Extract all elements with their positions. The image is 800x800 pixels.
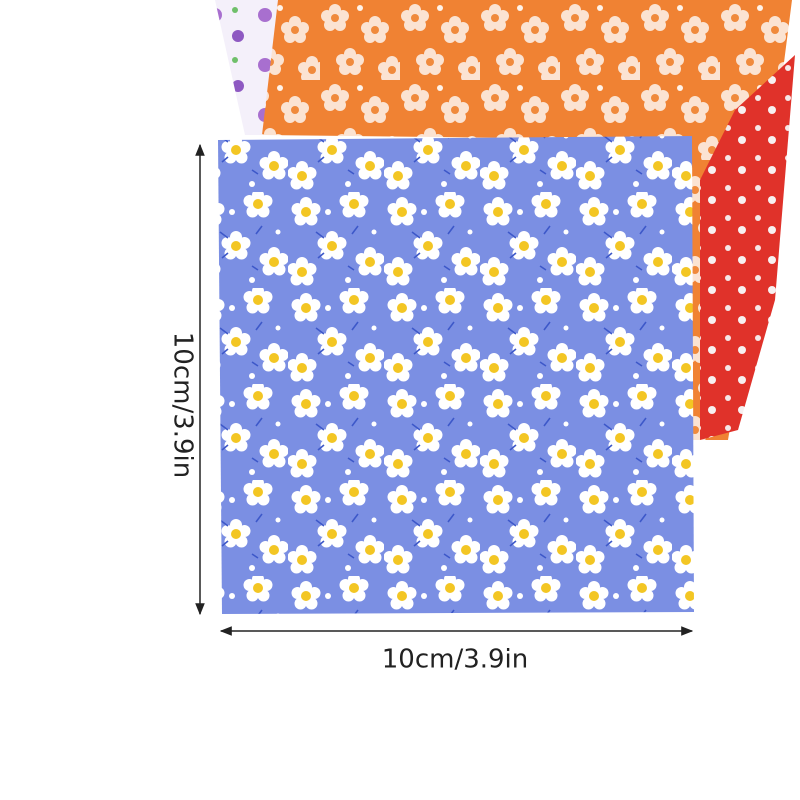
- red-fabric: [700, 55, 795, 440]
- blue-fabric: [218, 136, 694, 614]
- width-label: 10cm/3.9in: [382, 645, 529, 675]
- orange-fabric: [262, 0, 792, 440]
- height-label: 10cm/3.9in: [168, 332, 198, 479]
